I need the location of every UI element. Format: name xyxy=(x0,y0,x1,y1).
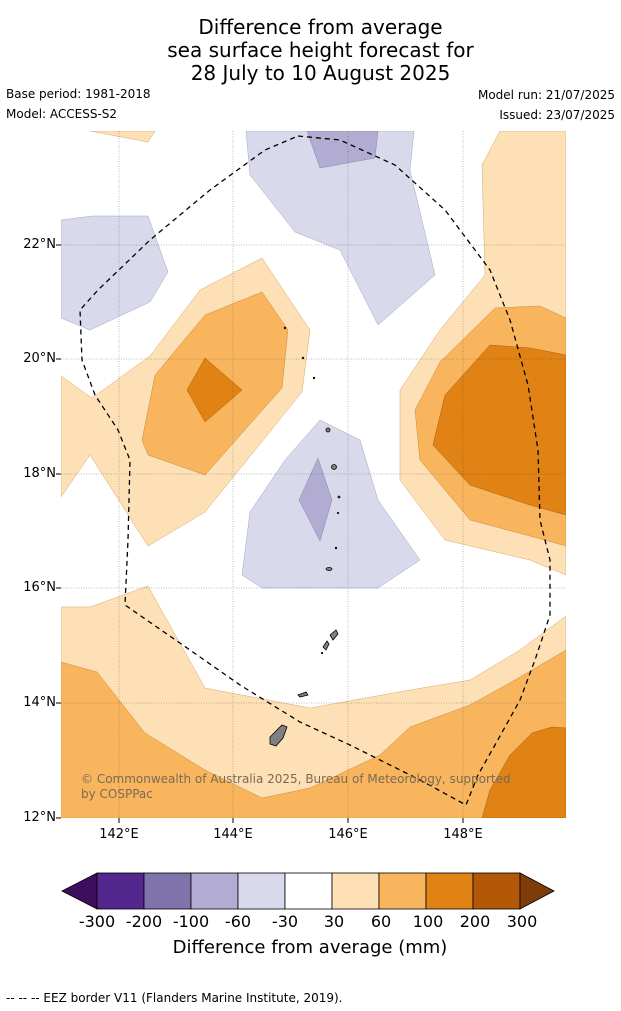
lat-label-20n: 20°N xyxy=(23,351,56,366)
lon-label-142e: 142°E xyxy=(99,827,139,842)
colorbar-tick-label: -30 xyxy=(271,912,299,931)
colorbar-tick-label: -300 xyxy=(78,912,116,931)
lat-label-18n: 18°N xyxy=(23,466,56,481)
map-gridlines xyxy=(61,131,566,818)
colorbar-tick-label: 300 xyxy=(506,912,538,931)
lon-label-146e: 146°E xyxy=(328,827,368,842)
title-line-3: 28 July to 10 August 2025 xyxy=(190,61,451,85)
colorbar-tick-label: 200 xyxy=(459,912,491,931)
model-name: Model: ACCESS-S2 xyxy=(6,107,118,121)
islands xyxy=(269,326,341,747)
contour-band-100-200 xyxy=(481,726,566,818)
colorbar-title: Difference from average (mm) xyxy=(172,937,448,958)
island-small xyxy=(336,511,340,515)
lon-label-148e: 148°E xyxy=(443,827,483,842)
eez-footnote: -- -- -- EEZ border V11 (Flanders Marine… xyxy=(6,991,343,1005)
colorbar-tick-label: -200 xyxy=(125,912,163,931)
issued-date: Issued: 23/07/2025 xyxy=(499,108,615,122)
lat-label-12n: 12°N xyxy=(23,810,56,825)
contour-band-60-100 xyxy=(61,649,566,818)
island-small xyxy=(334,546,338,550)
title-line-1: Difference from average xyxy=(198,15,443,39)
title-line-2: sea surface height forecast for xyxy=(167,38,474,62)
colorbar-tick-label: -60 xyxy=(224,912,252,931)
island-tinian xyxy=(322,640,330,651)
island-small xyxy=(320,651,324,655)
model-run: Model run: 21/07/2025 xyxy=(477,88,615,102)
contour-band-neg-30-60 xyxy=(245,131,436,326)
lat-label-14n: 14°N xyxy=(23,695,56,710)
base-period: Base period: 1981-2018 xyxy=(6,87,151,101)
contour-band-100-200 xyxy=(432,344,566,516)
island-small xyxy=(331,464,337,470)
colorbar-tick-label: 100 xyxy=(412,912,444,931)
contour-band-neg-60-100 xyxy=(306,131,379,169)
axis-ticks xyxy=(56,244,464,823)
map-title: Difference from average sea surface heig… xyxy=(0,16,621,85)
colorbar-tick-label: -100 xyxy=(172,912,210,931)
island-saipan xyxy=(329,629,339,641)
island-small xyxy=(283,326,287,330)
copyright-text: © Commonwealth of Australia 2025, Bureau… xyxy=(81,772,511,801)
lat-label-22n: 22°N xyxy=(23,237,56,252)
island-small xyxy=(337,495,341,499)
lon-label-144e: 144°E xyxy=(213,827,253,842)
island-small xyxy=(312,376,316,380)
island-small xyxy=(301,356,305,360)
island-rota xyxy=(297,691,309,698)
island-guam xyxy=(269,724,288,747)
contour-band-100-200 xyxy=(186,357,243,423)
island-small xyxy=(325,567,333,571)
lat-label-16n: 16°N xyxy=(23,580,56,595)
colorbar-tick-label: 30 xyxy=(323,912,345,931)
contour-band-neg-60-100 xyxy=(298,457,333,542)
colorbar-tick-label: 60 xyxy=(370,912,392,931)
island-small xyxy=(325,427,331,433)
eez-border xyxy=(79,135,551,806)
